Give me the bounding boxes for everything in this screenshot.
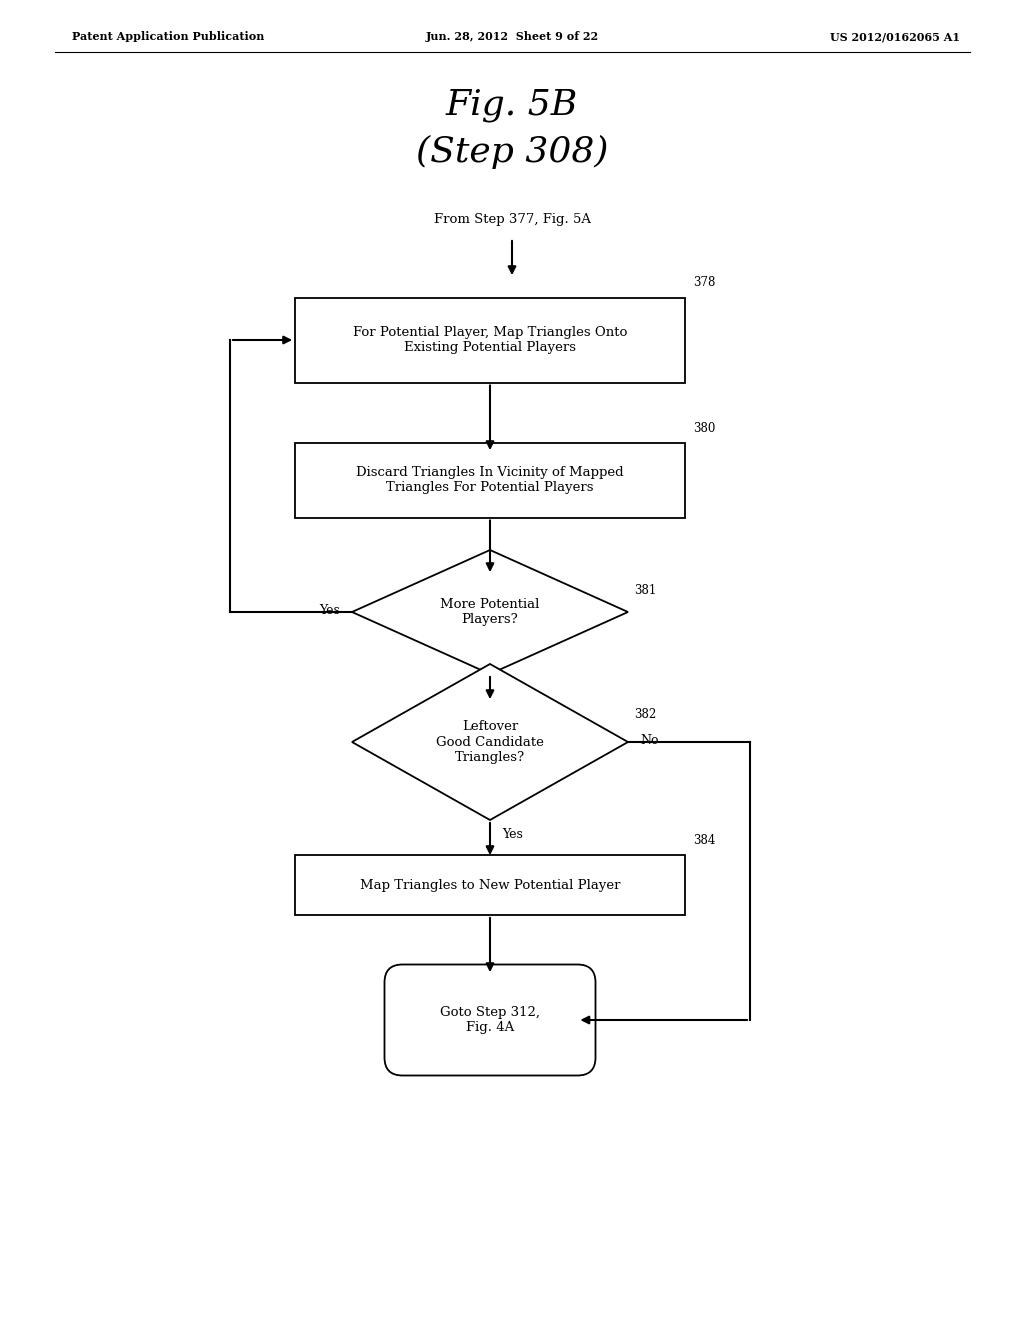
Text: Yes: Yes [319,603,340,616]
Text: Goto Step 312,
Fig. 4A: Goto Step 312, Fig. 4A [440,1006,540,1034]
Text: Fig. 5B: Fig. 5B [445,88,579,121]
Text: Leftover
Good Candidate
Triangles?: Leftover Good Candidate Triangles? [436,721,544,763]
Text: From Step 377, Fig. 5A: From Step 377, Fig. 5A [433,214,591,227]
Text: 380: 380 [693,421,716,434]
Text: More Potential
Players?: More Potential Players? [440,598,540,626]
Text: 378: 378 [693,276,716,289]
Text: (Step 308): (Step 308) [416,135,608,169]
Text: 381: 381 [634,583,656,597]
Text: 382: 382 [634,709,656,721]
Bar [295,442,685,517]
Text: For Potential Player, Map Triangles Onto
Existing Potential Players: For Potential Player, Map Triangles Onto… [353,326,627,354]
Text: Patent Application Publication: Patent Application Publication [72,32,264,42]
Polygon shape [352,550,628,675]
Text: Yes: Yes [502,828,523,841]
Bar [295,855,685,915]
FancyBboxPatch shape [384,965,596,1076]
Text: No: No [502,682,520,696]
Text: 384: 384 [693,834,716,847]
Polygon shape [352,664,628,820]
Text: US 2012/0162065 A1: US 2012/0162065 A1 [830,32,961,42]
Bar [295,297,685,383]
Text: Discard Triangles In Vicinity of Mapped
Triangles For Potential Players: Discard Triangles In Vicinity of Mapped … [356,466,624,494]
Text: Map Triangles to New Potential Player: Map Triangles to New Potential Player [359,879,621,891]
Text: Jun. 28, 2012  Sheet 9 of 22: Jun. 28, 2012 Sheet 9 of 22 [425,32,599,42]
Text: No: No [640,734,658,747]
